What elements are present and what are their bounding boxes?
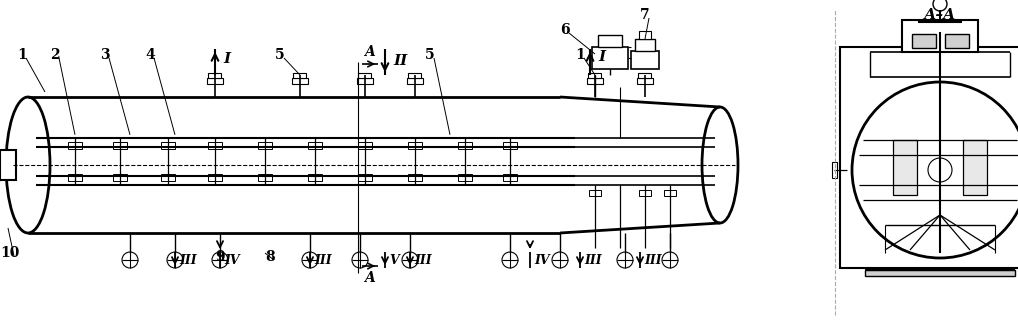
Text: 1: 1	[17, 48, 26, 62]
Bar	[963, 140, 987, 195]
Text: A: A	[364, 45, 375, 59]
Bar	[358, 174, 372, 181]
Bar	[209, 72, 222, 77]
Bar	[357, 78, 373, 84]
Bar	[592, 47, 628, 69]
Circle shape	[852, 82, 1018, 258]
Bar	[161, 142, 175, 149]
Bar	[893, 140, 917, 195]
Bar	[207, 78, 223, 84]
Bar	[637, 78, 653, 84]
Bar	[639, 190, 651, 196]
Bar	[945, 34, 969, 48]
Bar	[588, 72, 602, 77]
Text: 10: 10	[0, 246, 19, 260]
Bar	[68, 142, 82, 149]
Text: I: I	[223, 52, 230, 66]
Bar	[639, 31, 651, 39]
Text: III: III	[644, 254, 662, 266]
Text: III: III	[179, 254, 196, 266]
Bar	[458, 174, 472, 181]
Ellipse shape	[6, 97, 50, 233]
Text: IV: IV	[224, 254, 239, 266]
Bar	[113, 174, 127, 181]
Text: A: A	[364, 271, 375, 285]
Bar	[598, 35, 622, 47]
Bar	[458, 142, 472, 149]
Bar	[358, 142, 372, 149]
Bar	[358, 72, 372, 77]
Text: 9: 9	[215, 250, 225, 264]
Bar	[912, 34, 936, 48]
Bar	[635, 39, 655, 51]
Bar	[589, 190, 601, 196]
Text: 2: 2	[50, 48, 60, 62]
Bar	[587, 78, 603, 84]
Bar	[208, 142, 222, 149]
Text: 8: 8	[265, 250, 275, 264]
Text: 5: 5	[426, 48, 435, 62]
Bar	[408, 72, 421, 77]
Bar	[293, 72, 306, 77]
Text: IV: IV	[534, 254, 550, 266]
Ellipse shape	[702, 107, 738, 223]
Text: А–А: А–А	[923, 8, 956, 22]
Bar	[308, 174, 322, 181]
Bar	[631, 51, 659, 69]
Bar	[68, 174, 82, 181]
Bar	[258, 174, 272, 181]
Text: 7: 7	[640, 8, 649, 22]
Text: II: II	[393, 54, 407, 68]
Bar	[503, 174, 517, 181]
Text: 4: 4	[146, 48, 155, 62]
Bar	[832, 162, 837, 178]
Bar	[407, 78, 423, 84]
Text: III: III	[314, 254, 332, 266]
Bar	[258, 142, 272, 149]
Bar	[0, 150, 16, 180]
Bar	[208, 174, 222, 181]
Bar	[292, 78, 308, 84]
Bar	[408, 174, 422, 181]
Bar	[161, 174, 175, 181]
Text: V: V	[389, 254, 399, 266]
Text: 5: 5	[275, 48, 285, 62]
Text: III: III	[584, 254, 602, 266]
Bar	[865, 270, 1015, 276]
Circle shape	[928, 158, 952, 182]
Bar	[408, 142, 422, 149]
Text: 3: 3	[100, 48, 110, 62]
Text: III: III	[414, 254, 432, 266]
Bar	[638, 72, 652, 77]
Bar	[840, 47, 1018, 268]
Circle shape	[934, 0, 947, 11]
Bar	[503, 142, 517, 149]
Bar	[902, 20, 978, 52]
Bar	[308, 142, 322, 149]
Bar	[113, 142, 127, 149]
Text: I: I	[598, 50, 605, 64]
Text: 1: 1	[575, 48, 585, 62]
Text: 6: 6	[560, 23, 570, 37]
Bar	[664, 190, 676, 196]
